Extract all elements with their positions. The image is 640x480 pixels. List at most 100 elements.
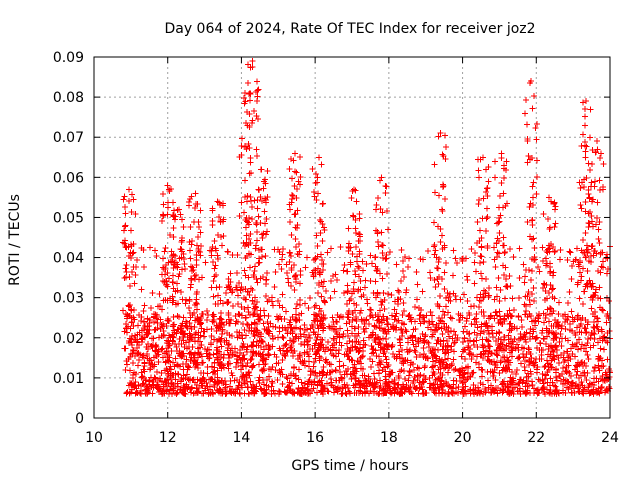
data-point: [443, 144, 450, 151]
data-point: [373, 352, 380, 359]
data-point: [473, 310, 480, 317]
data-point: [538, 347, 545, 354]
data-point: [515, 355, 522, 362]
data-point: [379, 242, 386, 249]
data-point: [575, 383, 582, 390]
data-point: [292, 236, 299, 243]
data-point: [413, 385, 420, 392]
data-point: [597, 150, 604, 157]
data-point: [461, 355, 468, 362]
data-point: [450, 356, 457, 363]
data-point: [377, 298, 384, 305]
data-point: [567, 249, 574, 256]
data-point: [247, 378, 254, 385]
data-point: [438, 232, 445, 239]
data-point: [554, 346, 561, 353]
data-point: [436, 293, 443, 300]
data-point: [367, 355, 374, 362]
data-point: [475, 304, 482, 311]
data-point: [516, 245, 523, 252]
data-point: [579, 382, 586, 389]
data-point: [210, 277, 217, 284]
data-point: [478, 321, 485, 328]
data-point: [452, 366, 459, 373]
data-point: [155, 358, 162, 365]
data-point: [582, 198, 589, 205]
data-point: [381, 305, 388, 312]
data-point: [353, 198, 360, 205]
data-point: [387, 248, 394, 255]
data-point: [129, 350, 136, 357]
data-point: [320, 278, 327, 285]
data-point: [389, 342, 396, 349]
data-point: [514, 341, 521, 348]
data-point: [245, 368, 252, 375]
data-point: [548, 286, 555, 293]
data-point: [334, 312, 341, 319]
data-point: [168, 258, 175, 265]
data-point: [170, 224, 177, 231]
data-point: [265, 351, 272, 358]
data-point: [238, 135, 245, 142]
data-point: [183, 356, 190, 363]
data-point: [525, 345, 532, 352]
data-point: [423, 389, 430, 396]
data-point: [284, 270, 291, 277]
data-point: [324, 249, 331, 256]
data-point: [398, 366, 405, 373]
data-point: [477, 253, 484, 260]
data-point: [324, 388, 331, 395]
data-point: [274, 334, 281, 341]
data-point: [510, 306, 517, 313]
data-point: [354, 357, 361, 364]
data-point: [224, 248, 231, 255]
data-point: [159, 255, 166, 262]
data-point: [339, 333, 346, 340]
data-point: [295, 366, 302, 373]
data-point: [468, 246, 475, 253]
data-point: [154, 377, 161, 384]
data-point: [121, 274, 128, 281]
data-point: [498, 150, 505, 157]
data-point: [187, 389, 194, 396]
data-point: [578, 273, 585, 280]
data-point: [253, 237, 260, 244]
data-point: [341, 261, 348, 268]
data-point: [471, 259, 478, 266]
data-point: [232, 312, 239, 319]
data-point: [492, 174, 499, 181]
data-point: [243, 372, 250, 379]
data-point: [393, 261, 400, 268]
data-point: [241, 327, 248, 334]
data-point: [243, 363, 250, 370]
data-point: [170, 322, 177, 329]
data-point: [314, 290, 321, 297]
data-point: [121, 204, 128, 211]
data-point: [287, 249, 294, 256]
data-point: [141, 359, 148, 366]
data-point: [138, 286, 145, 293]
data-point: [484, 368, 491, 375]
data-point: [551, 249, 558, 256]
data-point: [476, 227, 483, 234]
data-point: [295, 384, 302, 391]
data-point: [417, 371, 424, 378]
data-point: [253, 78, 260, 85]
data-point: [287, 206, 294, 213]
data-point: [241, 209, 248, 216]
data-point: [254, 279, 261, 286]
data-point: [598, 383, 605, 390]
data-point: [441, 286, 448, 293]
data-point: [233, 359, 240, 366]
data-point: [569, 263, 576, 270]
data-point: [576, 269, 583, 276]
data-point: [501, 175, 508, 182]
data-point: [475, 361, 482, 368]
data-point: [291, 211, 298, 218]
data-point: [241, 390, 248, 397]
data-point: [262, 252, 269, 259]
y-tick-label: 0.08: [53, 90, 84, 106]
data-point: [474, 332, 481, 339]
data-point: [266, 373, 273, 380]
data-point: [532, 356, 539, 363]
